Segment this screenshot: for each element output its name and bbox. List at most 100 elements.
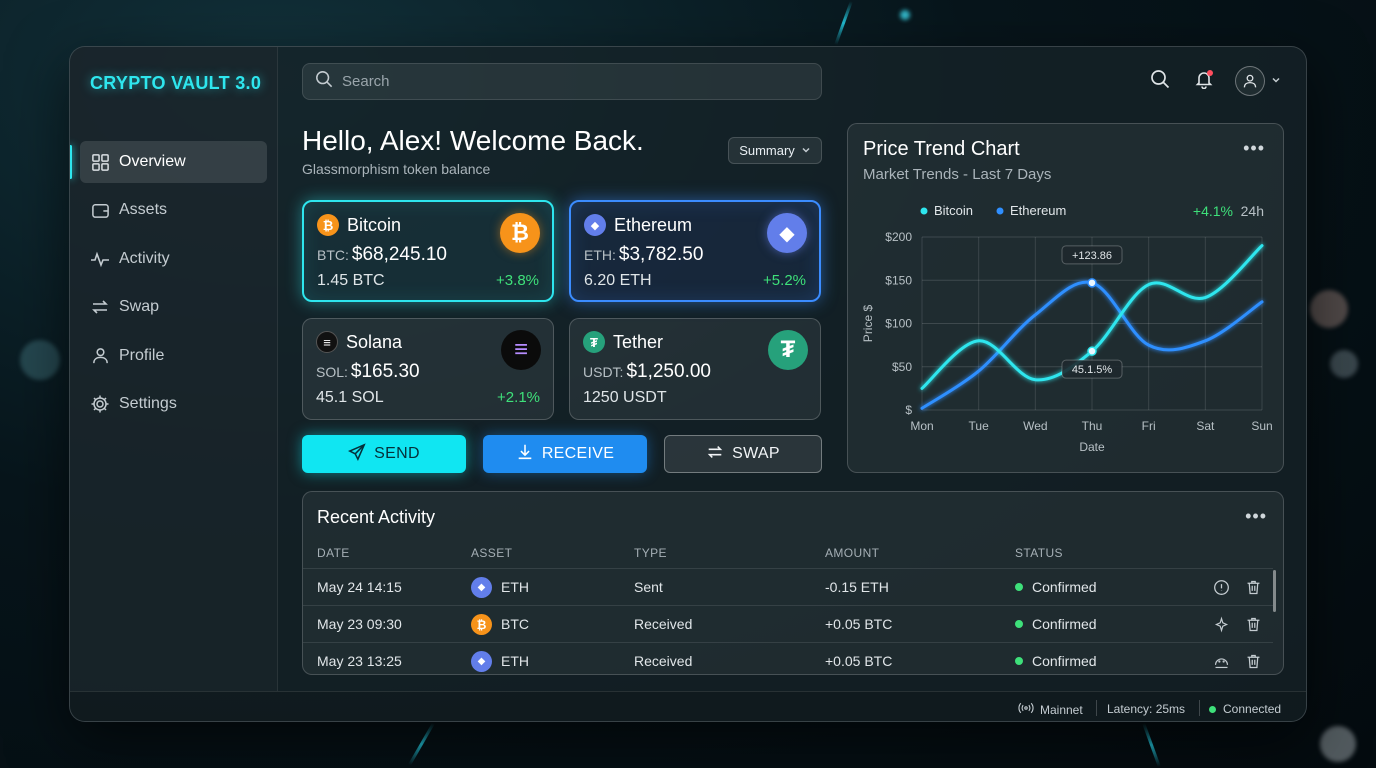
table-row[interactable]: May 24 14:15 ◆ ETH Sent -0.15 ETH Confir… (303, 568, 1273, 605)
sidebar-item-swap[interactable]: Swap (80, 286, 267, 328)
signal-icon (1018, 702, 1034, 717)
sidebar-item-overview[interactable]: Overview (70, 141, 267, 183)
more-options-icon[interactable]: ••• (1245, 506, 1267, 526)
token-holding: 45.1 SOL (316, 389, 384, 406)
table-row[interactable]: May 23 13:25 ◆ ETH Received +0.05 BTC Co… (303, 642, 1273, 674)
y-tick-label: $100 (885, 317, 912, 331)
send-icon (348, 442, 374, 466)
token-card-solana[interactable]: ≡ Solana ≡ SOL: $165.30 45.1 SOL +2.1% (302, 318, 554, 420)
app-window: CRYPTO VAULT 3.0 Overview Assets Activit… (69, 46, 1307, 722)
token-card-ethereum[interactable]: ◆ Ethereum ◆ ETH: $3,782.50 6.20 ETH +5.2… (569, 200, 821, 302)
column-asset: ASSET (471, 546, 513, 560)
status-dot (1015, 657, 1023, 665)
row-date: May 23 09:30 (317, 616, 402, 632)
sidebar-item-label: Overview (119, 153, 186, 170)
y-tick-label: $50 (892, 360, 912, 374)
annotation-box (1061, 245, 1123, 265)
token-change: +5.2% (763, 272, 806, 289)
y-axis-label: Price $ (861, 305, 875, 343)
sidebar-item-label: Profile (119, 346, 165, 364)
swap-icon (90, 297, 110, 317)
info-icon[interactable] (1212, 578, 1230, 596)
token-holding: 1250 USDT (583, 389, 667, 406)
sidebar-item-label: Settings (119, 394, 177, 412)
avatar (1235, 66, 1265, 96)
chart-change-period: 24h (1241, 203, 1264, 219)
swap-icon (706, 443, 732, 466)
receive-button[interactable]: RECEIVE (483, 435, 647, 473)
column-type: TYPE (634, 546, 667, 560)
bell-icon (1194, 69, 1214, 94)
notifications-button[interactable] (1188, 65, 1220, 97)
chart-change-value: +4.1% (1193, 203, 1233, 219)
token-holding: 6.20 ETH (584, 272, 652, 289)
token-name: Bitcoin (347, 214, 402, 235)
divider (1199, 700, 1200, 716)
token-card-tether[interactable]: ₮ Tether ₮ USDT: $1,250.00 1250 USDT (569, 318, 821, 420)
status-dot (1015, 583, 1023, 591)
token-symbol: USDT: (583, 364, 624, 380)
sidebar-item-label: Assets (119, 201, 168, 219)
x-tick-label: Mon (910, 419, 933, 433)
token-price: $68,245.10 (351, 244, 447, 265)
search-button[interactable] (1144, 65, 1176, 97)
face-icon[interactable] (1212, 652, 1230, 670)
legend-marker (920, 207, 928, 215)
x-tick-label: Sun (1251, 419, 1272, 433)
row-asset: ETH (501, 653, 529, 669)
token-symbol: ETH: (584, 247, 616, 263)
connected-dot (1209, 705, 1216, 713)
search-input[interactable] (342, 73, 802, 90)
trash-icon[interactable] (1244, 578, 1262, 596)
swap-button[interactable]: SWAP (664, 435, 822, 473)
solana-icon: ≡ (316, 331, 338, 353)
solana-logo-icon: ≡ (501, 330, 541, 370)
table-scrollbar[interactable] (1273, 570, 1276, 612)
wallet-icon (90, 200, 110, 220)
token-card-bitcoin[interactable]: ₿ Bitcoin ₿ BTC: $68,245.10 1.45 BTC +3.8… (302, 200, 554, 302)
row-date: May 23 13:25 (317, 653, 402, 669)
send-label: SEND (374, 445, 420, 462)
user-icon (90, 346, 110, 366)
network-indicator: Mainnet (1018, 702, 1083, 717)
column-date: DATE (317, 546, 350, 560)
row-asset: BTC (501, 616, 529, 632)
sidebar-item-activity[interactable]: Activity (80, 238, 267, 280)
token-symbol: BTC: (317, 247, 349, 263)
tether-icon: ₮ (583, 331, 605, 353)
profile-menu-button[interactable] (1232, 65, 1284, 97)
trash-icon[interactable] (1244, 652, 1262, 670)
summary-label: Summary (739, 143, 795, 158)
x-tick-label: Thu (1082, 419, 1103, 433)
x-axis-label: Date (1079, 440, 1105, 454)
sidebar-item-settings[interactable]: Settings (80, 383, 267, 425)
annotation-box (1061, 359, 1123, 379)
row-status: Confirmed (1032, 579, 1097, 595)
download-icon (516, 443, 542, 466)
search-icon (1150, 69, 1170, 94)
send-button[interactable]: SEND (302, 435, 466, 473)
table-row[interactable]: May 23 09:30 ₿ BTC Received +0.05 BTC Co… (303, 605, 1273, 642)
chevron-down-icon (801, 143, 811, 158)
token-name: Solana (346, 331, 403, 352)
token-change: +2.1% (497, 389, 540, 406)
legend-entry: Bitcoin (934, 203, 973, 218)
y-tick-label: $150 (885, 273, 912, 287)
row-amount: +0.05 BTC (825, 616, 893, 632)
price-trend-chart: $ $50 $100 $150 $200 Mon Tue Wed Thu Fri Sat Sun Dat… (861, 203, 1273, 454)
page-title: Hello, Alex! Welcome Back. (302, 125, 644, 156)
sidebar-item-profile[interactable]: Profile (80, 335, 267, 377)
row-type: Sent (634, 579, 663, 595)
token-price: $3,782.50 (618, 244, 704, 265)
sidebar-item-assets[interactable]: Assets (80, 189, 267, 231)
latency-indicator: Latency: 25ms (1107, 702, 1185, 716)
legend-marker (996, 207, 1004, 215)
x-tick-label: Fri (1142, 419, 1156, 433)
top-toolbar (1132, 65, 1284, 97)
search-bar[interactable] (302, 63, 822, 100)
row-asset: ETH (501, 579, 529, 595)
summary-dropdown[interactable]: Summary (728, 137, 822, 164)
sparkle-icon[interactable] (1212, 615, 1230, 633)
trash-icon[interactable] (1244, 615, 1262, 633)
more-options-icon[interactable]: ••• (1243, 138, 1265, 158)
